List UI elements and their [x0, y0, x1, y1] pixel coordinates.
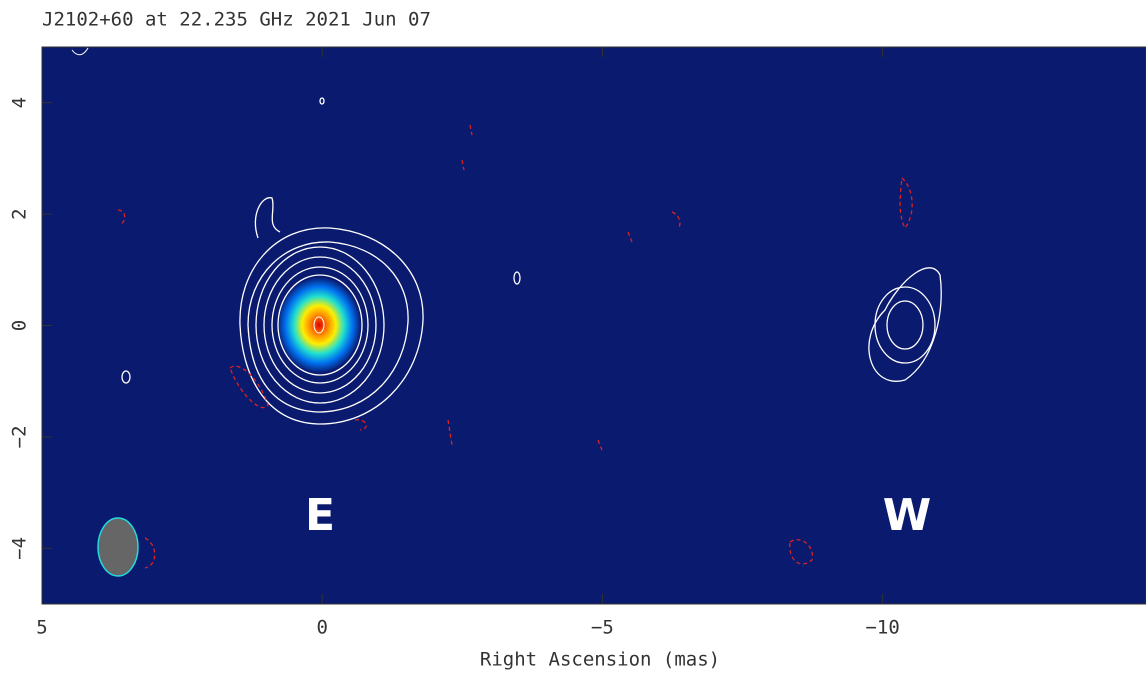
x-tick-label: 0 [316, 617, 327, 639]
x-tick-label: −10 [865, 617, 899, 639]
chart-title: J2102+60 at 22.235 GHz 2021 Jun 07 [42, 9, 431, 31]
y-tick-label: 2 [9, 208, 31, 219]
annotation: E [305, 490, 335, 541]
plot-area [42, 47, 1146, 604]
y-tick-label: 0 [9, 320, 31, 331]
y-tick-label: −4 [9, 537, 31, 560]
annotation: W [883, 490, 932, 541]
chart: J2102+60 at 22.235 GHz 2021 Jun 07 E W R… [0, 0, 1146, 673]
y-tick-label: 4 [9, 97, 31, 108]
x-axis-label: Right Ascension (mas) [480, 649, 720, 671]
x-tick-label: −5 [591, 617, 614, 639]
y-tick-label: −2 [9, 425, 31, 448]
x-tick-label: 5 [36, 617, 47, 639]
